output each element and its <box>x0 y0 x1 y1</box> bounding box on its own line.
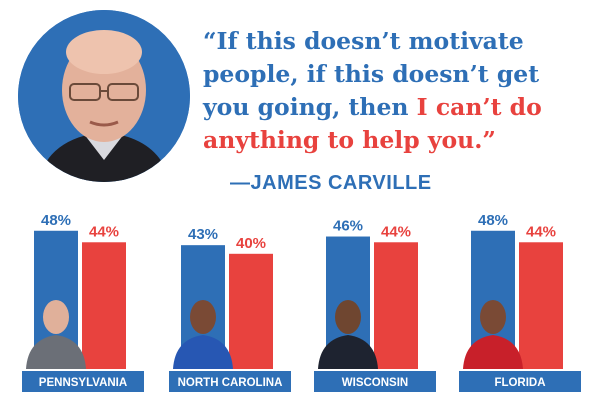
state-band-4 <box>459 371 581 392</box>
quote-line-2: people, if this doesn’t get <box>203 60 540 88</box>
candidate-shoulders-3 <box>318 335 378 369</box>
candidate-head-4 <box>480 300 506 334</box>
candidate-shoulders-2 <box>173 335 233 369</box>
candidate-head-2 <box>190 300 216 334</box>
state-label-4: FLORIDA <box>494 377 545 389</box>
candidate-shoulders-4 <box>463 335 523 369</box>
bar-red-florida <box>519 242 563 369</box>
quote-line-3b: I can’t do <box>416 93 542 121</box>
label-blue-1: 48% <box>41 212 71 229</box>
label-red-2: 40% <box>236 235 266 252</box>
state-label-2: NORTH CAROLINA <box>178 377 283 389</box>
carville-quote: “If this doesn’t motivate people, if thi… <box>203 25 593 157</box>
state-band-1 <box>22 371 144 392</box>
label-blue-3: 46% <box>333 218 363 235</box>
candidate-head-1 <box>43 300 69 334</box>
state-label-1: PENNSYLVANIA <box>39 377 127 389</box>
quote-attribution: —JAMES CARVILLE <box>230 172 432 194</box>
label-blue-4: 48% <box>478 212 508 229</box>
state-band-3 <box>314 371 436 392</box>
james-carville-portrait <box>18 10 190 182</box>
quote-line-3a: you going, then <box>203 93 417 121</box>
quote-line-4: anything to help you.” <box>203 126 496 154</box>
portrait-illustration <box>18 10 190 182</box>
candidate-head-3 <box>335 300 361 334</box>
quote-line-1: “If this doesn’t motivate <box>203 27 524 55</box>
bar-red-pennsylvania <box>82 242 126 369</box>
bar-red-north-carolina <box>229 253 273 369</box>
state-label-3: WISCONSIN <box>342 377 408 389</box>
state-band-2 <box>169 371 291 392</box>
label-blue-2: 43% <box>188 226 218 243</box>
label-red-3: 44% <box>381 223 411 240</box>
candidate-shoulders-1 <box>26 335 86 369</box>
label-red-1: 44% <box>89 223 119 240</box>
label-red-4: 44% <box>526 223 556 240</box>
bar-red-wisconsin <box>374 242 418 369</box>
